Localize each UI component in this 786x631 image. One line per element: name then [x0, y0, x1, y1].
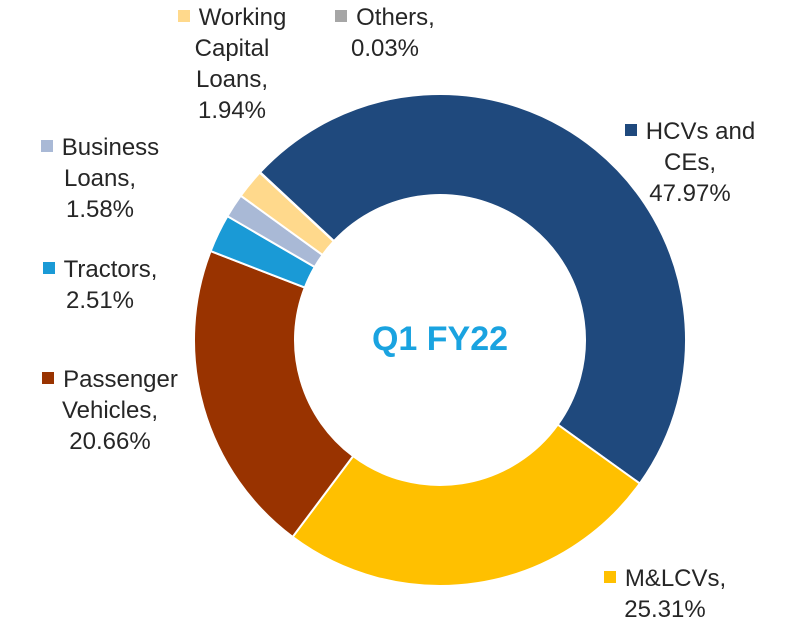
category-label: Business Loans	[61, 134, 160, 192]
value-label: 25.31%	[624, 596, 706, 623]
data-label: Others, 0.03%	[320, 2, 450, 64]
category-label: Tractors	[63, 256, 151, 283]
value-label: 20.66%	[69, 428, 151, 455]
label-separator: ,	[709, 149, 716, 176]
value-label: 0.03%	[350, 35, 420, 62]
value-label: 1.58%	[65, 196, 135, 223]
legend-marker	[40, 140, 53, 152]
slice	[258, 170, 336, 243]
data-label: Passenger Vehicles, 20.66%	[10, 364, 210, 457]
slice	[291, 423, 642, 587]
category-label: HCVs and CEs	[645, 118, 756, 176]
category-label: Others	[356, 4, 429, 31]
value-label: 47.97%	[649, 180, 731, 207]
label-separator: ,	[428, 4, 435, 31]
data-label: HCVs and CEs, 47.97%	[605, 116, 775, 209]
value-label: 2.51%	[65, 287, 135, 314]
slice	[258, 93, 687, 485]
legend-marker	[42, 372, 55, 384]
category-label: M&LCVs	[624, 565, 720, 592]
legend-marker	[42, 262, 55, 274]
data-label: Tractors, 2.51%	[10, 254, 190, 316]
category-label: Passenger Vehicles	[61, 366, 178, 424]
data-label: Business Loans, 1.58%	[25, 132, 175, 225]
label-separator: ,	[151, 397, 159, 424]
legend-marker	[624, 124, 637, 136]
value-label: 1.94%	[197, 97, 267, 124]
legend-marker	[335, 10, 348, 22]
center-label: Q1 FY22	[372, 320, 508, 358]
data-label: Working Capital Loans, 1.94%	[162, 2, 302, 126]
label-separator: ,	[719, 565, 727, 592]
label-separator: ,	[129, 165, 137, 192]
label-separator: ,	[261, 66, 269, 93]
label-separator: ,	[150, 256, 158, 283]
legend-marker	[177, 10, 190, 22]
category-label: Working Capital Loans	[194, 4, 287, 93]
slice	[193, 249, 355, 539]
data-label: M&LCVs, 25.31%	[575, 563, 755, 625]
legend-marker	[603, 571, 616, 583]
